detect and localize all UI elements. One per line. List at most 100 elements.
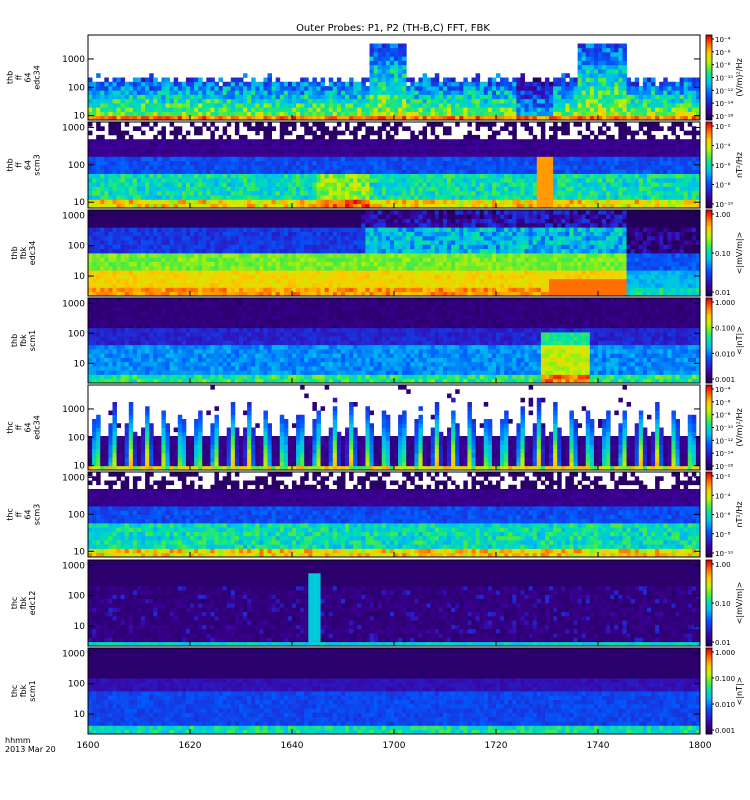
spectrogram-cell	[206, 144, 210, 149]
spectrogram-cell	[414, 156, 418, 161]
spectrogram-cell	[525, 148, 529, 153]
spectrogram-cell	[602, 86, 606, 91]
spectrogram-cell	[382, 156, 386, 161]
spectrogram-cell	[170, 95, 174, 100]
spectrogram-cell	[423, 178, 427, 183]
spectrogram-cell	[96, 103, 100, 108]
spectrogram-cell	[423, 199, 427, 204]
spectrogram-cell	[268, 131, 272, 136]
spectrogram-cell	[504, 165, 508, 170]
spectrogram-cell	[198, 152, 202, 157]
spectrogram-cell	[194, 257, 198, 262]
spectrogram-cell	[435, 161, 439, 166]
spectrogram-cell	[353, 182, 357, 187]
spectrogram-cell	[194, 195, 198, 200]
spectrogram-cell	[402, 148, 406, 153]
spectrogram-cell	[463, 139, 467, 144]
spectrogram-cell	[410, 103, 414, 108]
spectrogram-cell	[280, 122, 284, 127]
colorbar-tick-label: 10⁻⁴	[715, 36, 731, 44]
spectrogram-cell	[259, 152, 263, 157]
spectrogram-cell	[88, 262, 92, 267]
spectrogram-cell	[557, 152, 561, 157]
spectrogram-cell	[606, 48, 610, 53]
spectrogram-cell	[137, 244, 141, 249]
spectrogram-cell	[635, 86, 639, 91]
spectrogram-cell	[214, 195, 218, 200]
spectrogram-cell	[410, 139, 414, 144]
spectrogram-cell	[659, 161, 663, 166]
spectrogram-cell	[398, 174, 402, 179]
spectrogram-cell	[361, 139, 365, 144]
spectrogram-cell	[186, 236, 190, 241]
spectrogram-cell	[659, 178, 663, 183]
spectrogram-cell	[161, 152, 165, 157]
spectrogram-cell	[455, 99, 459, 104]
spectrogram-cell	[92, 236, 96, 241]
spectrogram-cell	[594, 135, 598, 140]
spectrogram-cell	[161, 244, 165, 249]
spectrogram-cell	[108, 214, 112, 219]
spectrogram-cell	[423, 99, 427, 104]
spectrogram-cell	[639, 144, 643, 149]
spectrogram-cell	[594, 90, 598, 95]
spectrogram-cell	[614, 103, 618, 108]
spectrogram-cell	[178, 236, 182, 241]
spectrogram-cell	[472, 78, 476, 83]
spectrogram-cell	[402, 95, 406, 100]
spectrogram-cell	[553, 148, 557, 153]
spectrogram-cell	[129, 90, 133, 95]
spectrogram-cell	[157, 236, 161, 241]
spectrogram-cell	[365, 112, 369, 117]
spectrogram-cell	[443, 182, 447, 187]
spectrogram-cell	[112, 214, 116, 219]
spectrogram-cell	[553, 139, 557, 144]
spectrogram-cell	[512, 156, 516, 161]
spectrogram-cell	[618, 156, 622, 161]
spectrogram-cell	[525, 187, 529, 192]
spectrogram-cell	[578, 69, 582, 74]
spectrogram-cell	[676, 135, 680, 140]
spectrogram-cell	[117, 275, 121, 280]
spectrogram-cell	[100, 165, 104, 170]
spectrogram-cell	[361, 78, 365, 83]
spectrogram-cell	[202, 178, 206, 183]
spectrogram-cell	[492, 139, 496, 144]
spectrogram-cell	[476, 78, 480, 83]
spectrogram-cell	[590, 52, 594, 57]
spectrogram-cell	[676, 95, 680, 100]
spectrogram-cell	[133, 144, 137, 149]
spectrogram-cell	[300, 107, 304, 112]
spectrogram-cell	[112, 287, 116, 292]
spectrogram-cell	[141, 253, 145, 258]
spectrogram-cell	[435, 195, 439, 200]
spectrogram-cell	[108, 279, 112, 284]
spectrogram-cell	[304, 169, 308, 174]
spectrogram-cell	[414, 191, 418, 196]
spectrogram-cell	[378, 65, 382, 70]
spectrogram-cell	[582, 139, 586, 144]
spectrogram-cell	[529, 182, 533, 187]
spectrogram-cell	[622, 144, 626, 149]
spectrogram-cell	[206, 107, 210, 112]
spectrogram-cell	[361, 99, 365, 104]
spectrogram-cell	[655, 156, 659, 161]
spectrogram-cell	[341, 187, 345, 192]
spectrogram-cell	[170, 148, 174, 153]
spectrogram-cell	[496, 187, 500, 192]
spectrogram-cell	[402, 48, 406, 53]
spectrogram-cell	[149, 232, 153, 237]
spectrogram-cell	[394, 56, 398, 61]
spectrogram-cell	[598, 103, 602, 108]
spectrogram-cell	[602, 48, 606, 53]
spectrogram-cell	[153, 253, 157, 258]
spectrogram-cell	[618, 182, 622, 187]
spectrogram-cell	[484, 199, 488, 204]
spectrogram-cell	[639, 165, 643, 170]
spectrogram-cell	[378, 131, 382, 136]
spectrogram-cell	[170, 90, 174, 95]
colorbar-tick-label: 10⁻¹⁰	[715, 75, 733, 83]
spectrogram-cell	[251, 126, 255, 131]
spectrogram-cell	[618, 112, 622, 117]
spectrogram-cell	[382, 69, 386, 74]
